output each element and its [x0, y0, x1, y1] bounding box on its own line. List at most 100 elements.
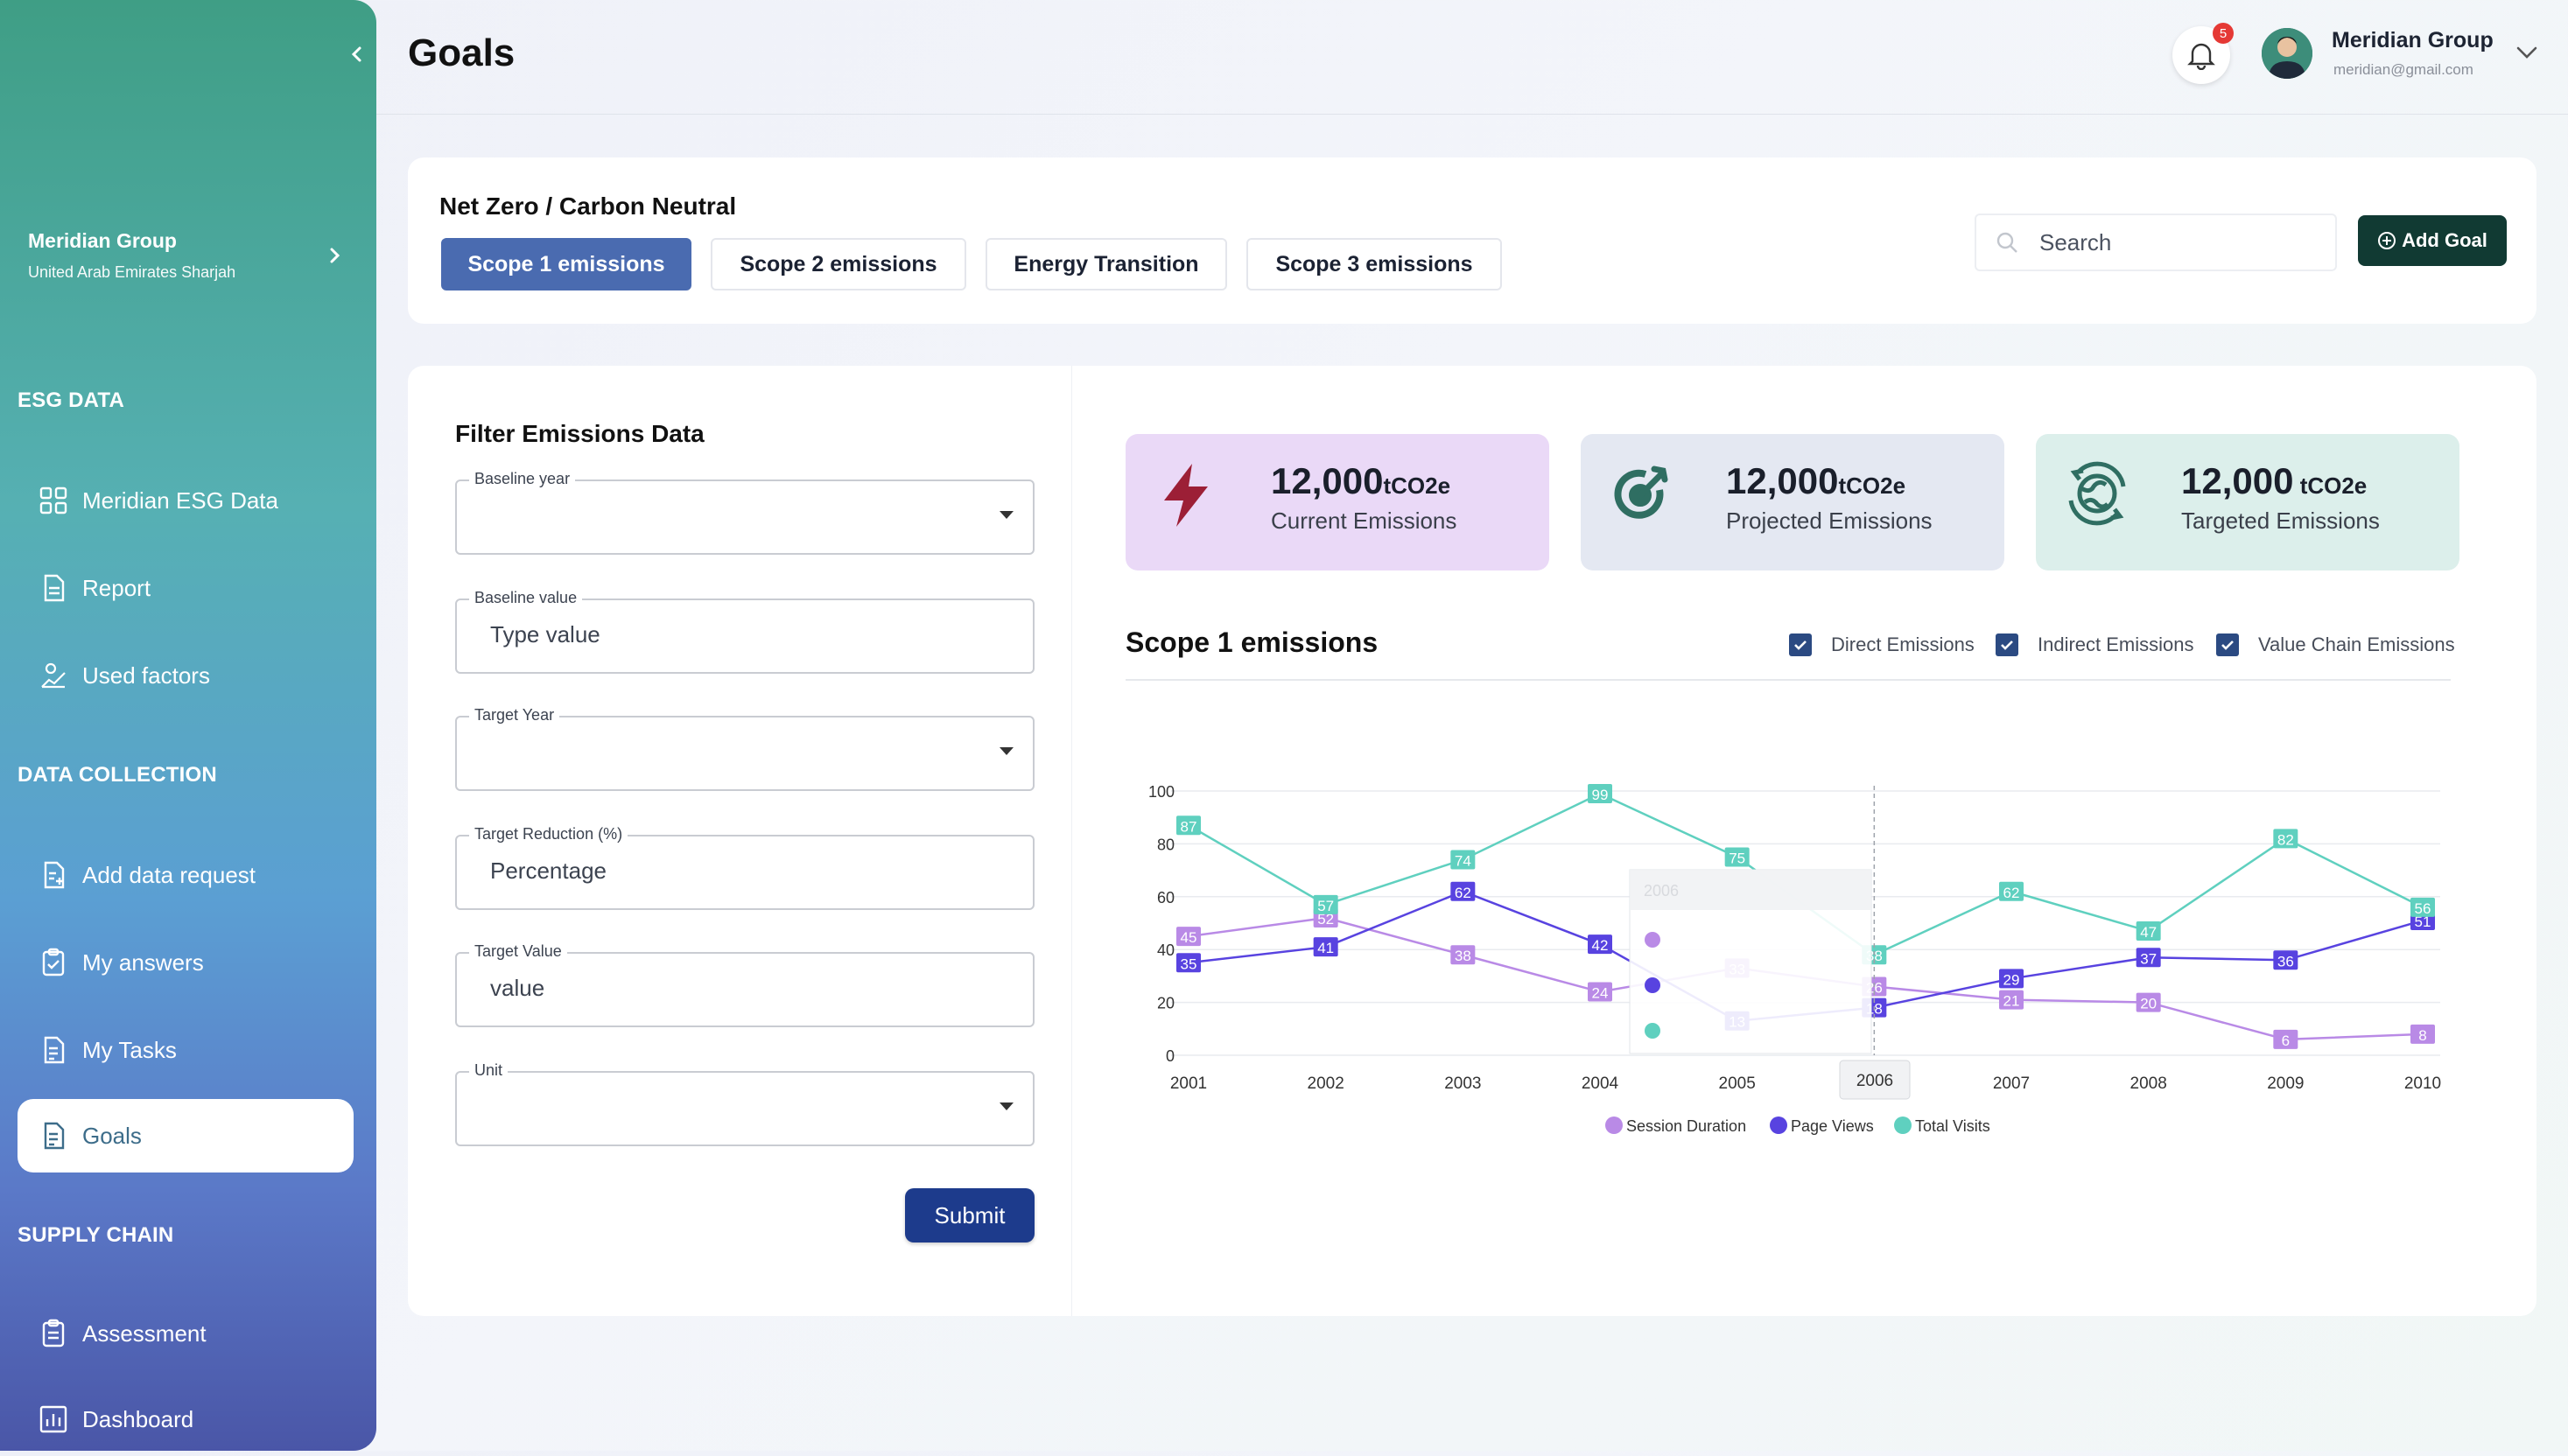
- x-tick-label: 2003: [1444, 1074, 1481, 1093]
- data-label: 6: [2282, 1032, 2290, 1049]
- tab-scope-1-emissions[interactable]: Scope 1 emissions: [441, 238, 691, 290]
- field-placeholder: Percentage: [490, 858, 607, 884]
- x-tick-label: 2004: [1582, 1074, 1619, 1093]
- sidebar-item-label: My answers: [82, 948, 204, 976]
- organization-switcher[interactable]: Meridian Group United Arab Emirates Shar…: [28, 229, 235, 282]
- grid-icon: [39, 486, 67, 514]
- tooltip-header: [1630, 870, 1871, 910]
- add-goal-button[interactable]: Add Goal: [2358, 215, 2507, 266]
- y-tick-label: 0: [1166, 1047, 1175, 1065]
- target-reduction-field[interactable]: Target Reduction (%) Percentage: [455, 825, 1035, 910]
- data-point: [2136, 948, 2161, 968]
- y-tick-label: 80: [1157, 836, 1175, 853]
- data-label: 75: [1729, 850, 1745, 867]
- sidebar-item-used-factors[interactable]: Used factors: [18, 639, 354, 712]
- field-placeholder: Type value: [490, 621, 600, 648]
- sidebar-item-my-answers[interactable]: My answers: [18, 926, 354, 999]
- data-label: 8: [2418, 1027, 2426, 1044]
- y-tick-label: 40: [1157, 942, 1175, 959]
- sidebar: Meridian Group United Arab Emirates Shar…: [0, 0, 376, 1451]
- data-point: [2273, 1029, 2298, 1049]
- data-point: [1450, 881, 1476, 901]
- factors-icon: [41, 662, 66, 689]
- x-tick-label: 2005: [1719, 1074, 1756, 1093]
- submit-button[interactable]: Submit: [905, 1188, 1035, 1242]
- field-label: Unit: [469, 1061, 509, 1080]
- data-point: [2273, 950, 2298, 970]
- value-chain-emissions-checkbox[interactable]: Value Chain Emissions: [2216, 634, 2455, 656]
- data-label: 82: [2277, 831, 2294, 848]
- data-point: [1724, 847, 1750, 867]
- data-point: [1999, 969, 2024, 989]
- tab-scope-2-emissions[interactable]: Scope 2 emissions: [711, 238, 966, 290]
- y-tick-label: 60: [1157, 889, 1175, 906]
- tab-energy-transition[interactable]: Energy Transition: [986, 238, 1227, 290]
- avatar[interactable]: [2262, 28, 2312, 79]
- stat-value: 12,000 tCO2e: [2181, 460, 2368, 501]
- collapse-sidebar-icon[interactable]: [348, 42, 366, 66]
- caret-down-icon: [1000, 747, 1014, 755]
- data-label: 52: [1317, 911, 1334, 928]
- legend-swatch: [1894, 1116, 1912, 1134]
- sidebar-item-my-tasks[interactable]: My Tasks: [18, 1013, 354, 1087]
- chevron-right-icon[interactable]: [326, 243, 343, 268]
- data-point: [1313, 894, 1338, 914]
- globe-cycle-icon: [2068, 461, 2126, 526]
- stat-value: 12,000tCO2e: [1271, 460, 1451, 501]
- data-label: 21: [2003, 993, 2020, 1010]
- stat-label: Projected Emissions: [1726, 508, 1933, 534]
- search-input[interactable]: Search: [1975, 214, 2337, 271]
- data-label: 47: [2140, 924, 2157, 941]
- stat-value: 12,000tCO2e: [1726, 460, 1906, 501]
- baseline-value-field[interactable]: Baseline value Type value: [455, 589, 1035, 674]
- baseline-year-select[interactable]: Baseline year: [455, 470, 1035, 555]
- unit-select[interactable]: Unit: [455, 1061, 1035, 1146]
- y-tick-label: 20: [1157, 995, 1175, 1012]
- data-label: 36: [2277, 953, 2294, 970]
- filter-title: Filter Emissions Data: [455, 420, 705, 447]
- x-hover-label-box: [1839, 1060, 1911, 1100]
- section-esg-data: ESG DATA: [18, 388, 125, 412]
- checkbox-checked-icon: [1996, 634, 2018, 656]
- data-label: 29: [2003, 971, 2020, 988]
- field-label: Target Year: [469, 706, 560, 724]
- emissions-line-chart[interactable]: 0 20 40 60 80 100 2001 2002 2003 2004 2005 2006 2007…: [408, 366, 2536, 1316]
- data-label: 24: [1592, 985, 1609, 1002]
- sidebar-item-meridian-esg-data[interactable]: Meridian ESG Data: [18, 464, 354, 537]
- target-year-select[interactable]: Target Year: [455, 706, 1035, 791]
- data-label: 37: [2140, 950, 2157, 967]
- x-tick-label: 2009: [2267, 1074, 2304, 1093]
- chart-title: Scope 1 emissions: [1126, 626, 1379, 658]
- sidebar-item-goals[interactable]: Goals: [18, 1099, 354, 1172]
- data-label: 99: [1592, 787, 1609, 803]
- field-label: Baseline year: [469, 470, 576, 488]
- sidebar-item-assessment[interactable]: Assessment: [18, 1297, 354, 1370]
- sidebar-item-report[interactable]: Report: [18, 551, 354, 625]
- tooltip-series-dot: [1645, 1023, 1660, 1039]
- page-title: Goals: [408, 32, 516, 74]
- add-document-icon: [44, 861, 65, 889]
- data-point: [1176, 927, 1201, 947]
- checkbox-label: Value Chain Emissions: [2258, 634, 2455, 655]
- tab-scope-3-emissions[interactable]: Scope 3 emissions: [1246, 238, 1502, 290]
- sidebar-item-add-data-request[interactable]: Add data request: [18, 838, 354, 912]
- checkbox-checked-icon: [2216, 634, 2239, 656]
- data-point: [2410, 897, 2435, 917]
- field-label: Target Value: [469, 942, 567, 961]
- x-tick-label: 2008: [2130, 1074, 2167, 1093]
- sidebar-item-label: Add data request: [82, 861, 256, 888]
- tooltip-series-dot: [1645, 932, 1660, 948]
- sidebar-item-label: Meridian ESG Data: [82, 486, 278, 514]
- x-hover-label: 2006: [1856, 1072, 1893, 1090]
- data-point: [1450, 850, 1476, 870]
- data-label: 45: [1181, 929, 1197, 946]
- indirect-emissions-checkbox[interactable]: Indirect Emissions: [1996, 634, 2194, 656]
- direct-emissions-checkbox[interactable]: Direct Emissions: [1789, 634, 1975, 656]
- x-tick-label: 2010: [2404, 1074, 2441, 1093]
- target-value-field[interactable]: Target Value value: [455, 942, 1035, 1027]
- chevron-down-icon[interactable]: [2514, 42, 2540, 63]
- sidebar-item-label: Goals: [82, 1122, 142, 1149]
- sidebar-item-dashboard[interactable]: Dashboard: [18, 1382, 354, 1456]
- current-emissions-card: 12,000tCO2e Current Emissions: [1126, 434, 1549, 570]
- goal-category-title: Net Zero / Carbon Neutral: [439, 192, 737, 220]
